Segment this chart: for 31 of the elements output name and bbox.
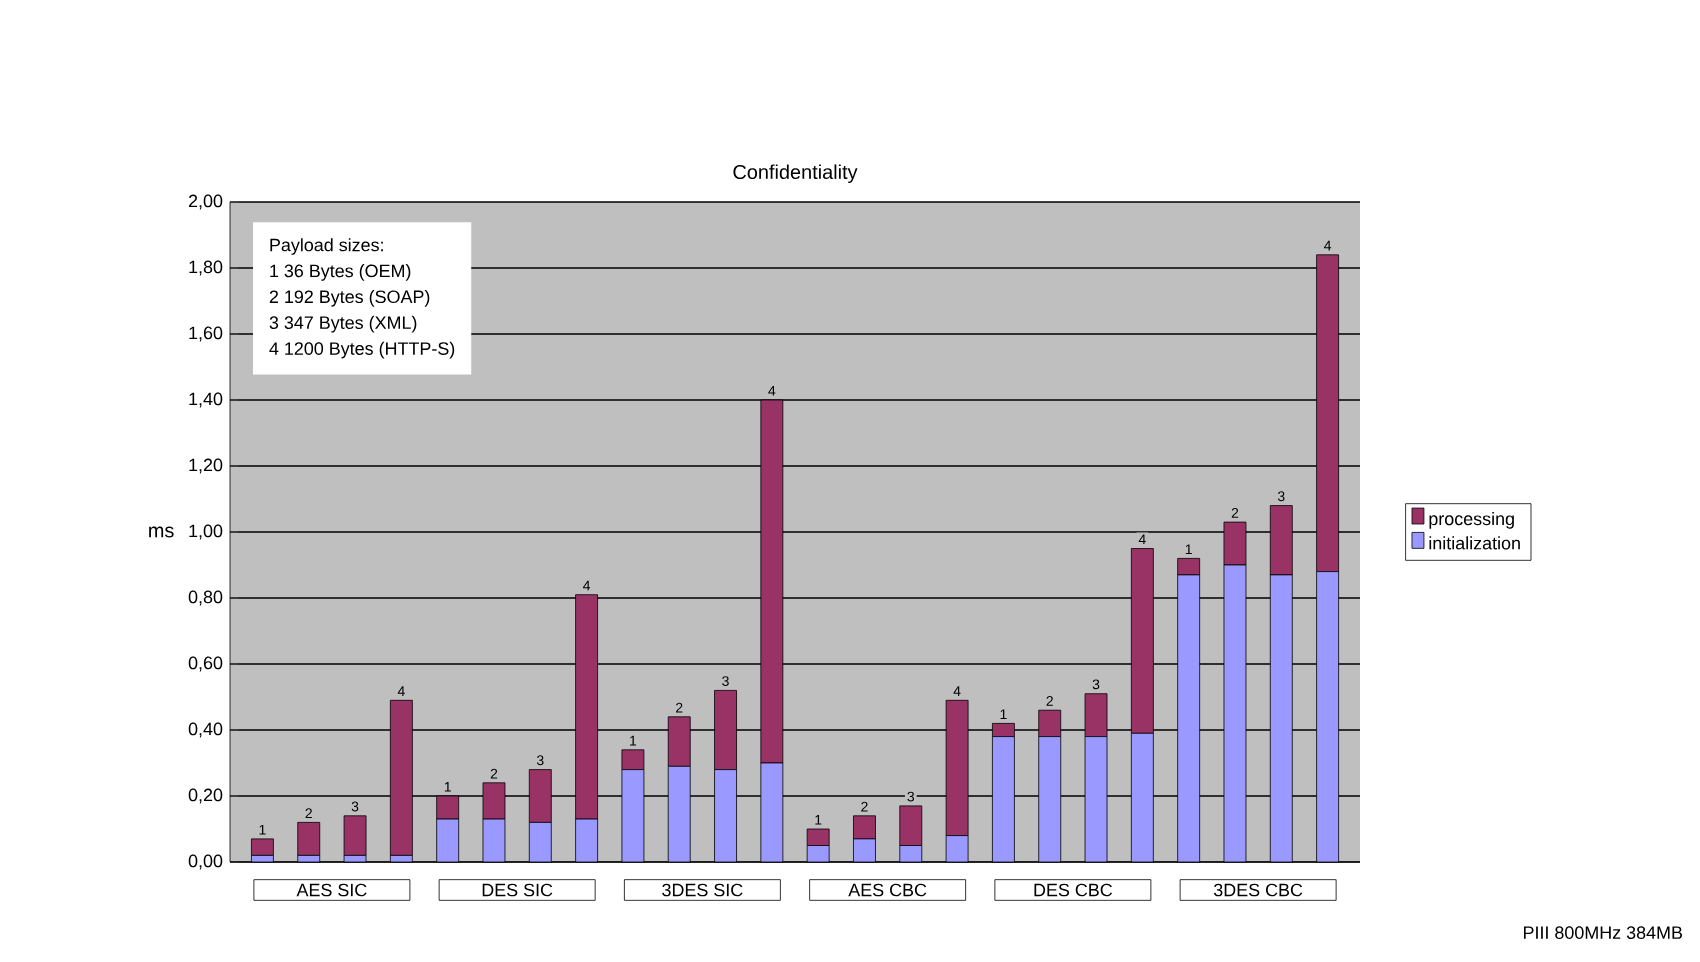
y-tick-label: 0,80 bbox=[188, 590, 223, 606]
y-tick-label: 1,00 bbox=[189, 524, 223, 540]
text: AES SIC bbox=[296, 883, 367, 897]
text: DES SIC bbox=[482, 883, 553, 897]
text: DES CBC bbox=[1034, 883, 1113, 897]
text: PIII 800MHz 384MB bbox=[1523, 926, 1683, 939]
chart-title: Confidentiality bbox=[733, 164, 858, 183]
annotation: 1 36 Bytes (OEM) bbox=[270, 264, 411, 281]
y-tick-label: 0,40 bbox=[188, 722, 223, 738]
annotation: Payload sizes: bbox=[270, 238, 383, 255]
text: 3DES SIC bbox=[662, 883, 743, 897]
y-tick-label: 0,60 bbox=[188, 656, 223, 672]
annotation: 3 347 Bytes (XML) bbox=[269, 315, 417, 333]
y-axis-title: ms bbox=[149, 526, 174, 538]
annotation: 4 1200 Bytes (HTTP-S) bbox=[269, 341, 455, 359]
bar bbox=[389, 699, 413, 856]
bar bbox=[297, 822, 321, 856]
y-tick-label: 2,00 bbox=[188, 194, 223, 210]
bar bbox=[251, 838, 274, 856]
y-tick-label: 1,60 bbox=[189, 326, 223, 342]
y-tick-label: 1,80 bbox=[189, 260, 223, 276]
y-tick-label: 1,40 bbox=[189, 392, 223, 408]
text: AES CBC bbox=[848, 883, 927, 897]
y-tick-label: 1,20 bbox=[189, 458, 223, 474]
text: 3DES CBC bbox=[1213, 883, 1303, 897]
legend-label: initialization bbox=[1429, 536, 1520, 550]
legend-label: processing bbox=[1429, 512, 1514, 529]
annotation: 2 192 Bytes (SOAP) bbox=[269, 289, 430, 307]
y-tick-label: 0,00 bbox=[188, 854, 223, 870]
y-tick-label: 0,20 bbox=[188, 788, 223, 804]
bar bbox=[343, 815, 367, 856]
